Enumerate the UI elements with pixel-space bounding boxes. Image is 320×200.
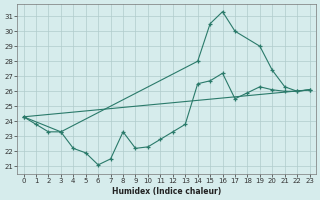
X-axis label: Humidex (Indice chaleur): Humidex (Indice chaleur) — [112, 187, 221, 196]
